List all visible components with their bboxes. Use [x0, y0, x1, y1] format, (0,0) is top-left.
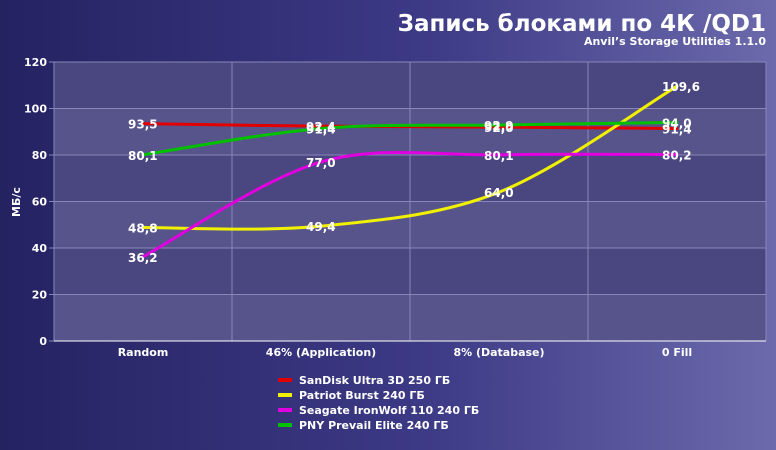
legend: SanDisk Ultra 3D 250 ГБ Patriot Burst 240… — [278, 374, 479, 432]
x-tick-label: 8% (Database) — [453, 346, 544, 359]
chart-subtitle: Anvil’s Storage Utilities 1.1.0 — [584, 35, 766, 48]
series-line — [141, 120, 679, 157]
plot-area: 0 20 40 60 80 100 120 Random 46% (Application) 8%… — [24, 56, 767, 359]
data-label: 80,1 — [128, 149, 158, 163]
data-label: 49,4 — [306, 220, 336, 234]
y-tick-label: 60 — [32, 196, 48, 209]
legend-label: SanDisk Ultra 3D 250 ГБ — [299, 374, 450, 387]
x-tick-label: Random — [118, 346, 169, 359]
legend-label: Patriot Burst 240 ГБ — [299, 389, 425, 402]
x-tick-label: 0 Fill — [662, 346, 692, 359]
data-label: 91,4 — [306, 122, 336, 136]
data-label: 48,8 — [128, 222, 158, 236]
y-tick-label: 40 — [32, 242, 48, 255]
data-label: 80,1 — [484, 149, 514, 163]
data-label: 64,0 — [484, 186, 514, 200]
data-label: 109,6 — [662, 80, 700, 94]
data-label: 92,4 — [306, 120, 336, 134]
data-label: 92,0 — [484, 121, 514, 135]
data-label: 80,2 — [662, 149, 692, 163]
legend-label: PNY Prevail Elite 240 ГБ — [299, 419, 449, 432]
data-label: 94,0 — [662, 116, 692, 130]
data-label: 77,0 — [306, 156, 336, 170]
y-tick-label: 100 — [24, 103, 47, 116]
y-tick-label: 0 — [39, 335, 47, 348]
y-tick-label: 80 — [32, 149, 48, 162]
data-label: 93,5 — [128, 118, 158, 132]
series-line — [141, 150, 679, 259]
chart-title: Запись блоками по 4К /QD1 — [398, 11, 766, 37]
y-tick-label: 120 — [24, 56, 47, 69]
legend-label: Seagate IronWolf 110 240 ГБ — [299, 404, 479, 417]
data-label: 92,9 — [484, 119, 514, 133]
series-line — [141, 84, 679, 231]
data-label: 91,4 — [662, 122, 692, 136]
y-tick-label: 20 — [32, 289, 48, 302]
y-axis-label: МБ/с — [10, 187, 23, 217]
x-tick-label: 46% (Application) — [266, 346, 376, 359]
data-label: 36,2 — [128, 251, 158, 265]
